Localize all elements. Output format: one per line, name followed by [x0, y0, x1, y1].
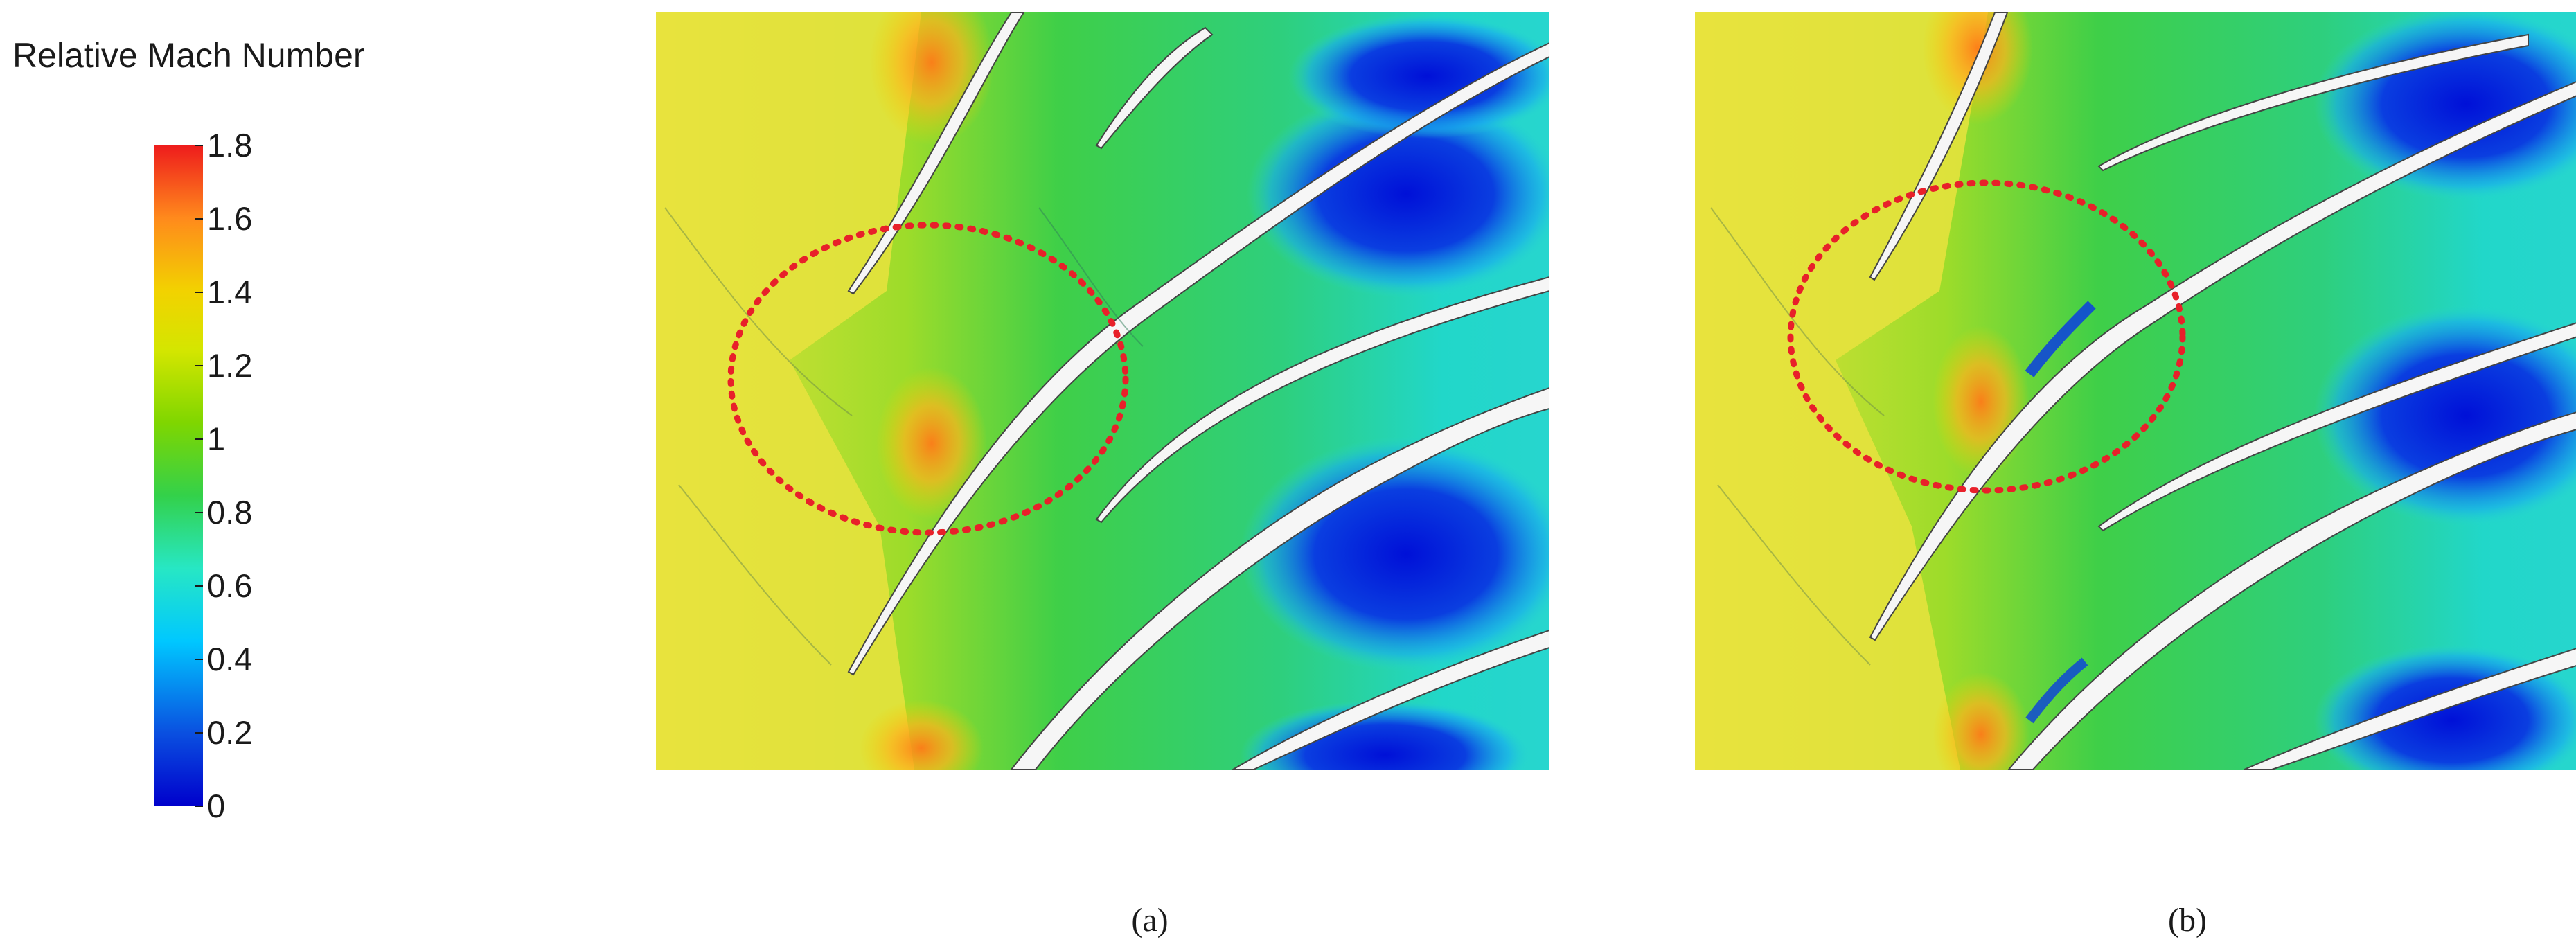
colorbar-ticks: 1.8 1.6 1.4 1.2 1 0.8 0.6 0.4 0.2 0	[195, 127, 252, 824]
colorbar-tick-label: 0.6	[207, 567, 252, 604]
legend: Relative Mach Number 1.8 1.6 1.4 1.2 1 0.8 0.6…	[12, 36, 365, 824]
contour-panel-b	[1695, 12, 2576, 770]
contour-panel-a	[656, 12, 1549, 770]
colorbar-tick-label: 1.4	[207, 274, 252, 310]
highlight-ellipse-a	[727, 222, 1129, 536]
colorbar-tick-label: 0.8	[207, 494, 252, 531]
colorbar-tick-label: 1.2	[207, 347, 252, 384]
caption-b: (b)	[2168, 902, 2207, 939]
colorbar-tick-label: 1	[207, 420, 225, 457]
colorbar-tick-label: 0.4	[207, 641, 252, 677]
colorbar	[154, 145, 203, 806]
highlight-ellipse-b	[1787, 179, 2186, 494]
legend-title: Relative Mach Number	[12, 36, 365, 75]
colorbar-tick-label: 1.8	[207, 127, 252, 163]
colorbar-tick-label: 0.2	[207, 714, 252, 751]
colorbar-tick-label: 0	[207, 788, 225, 824]
caption-a: (a)	[1131, 902, 1168, 939]
colorbar-tick-label: 1.6	[207, 200, 252, 237]
